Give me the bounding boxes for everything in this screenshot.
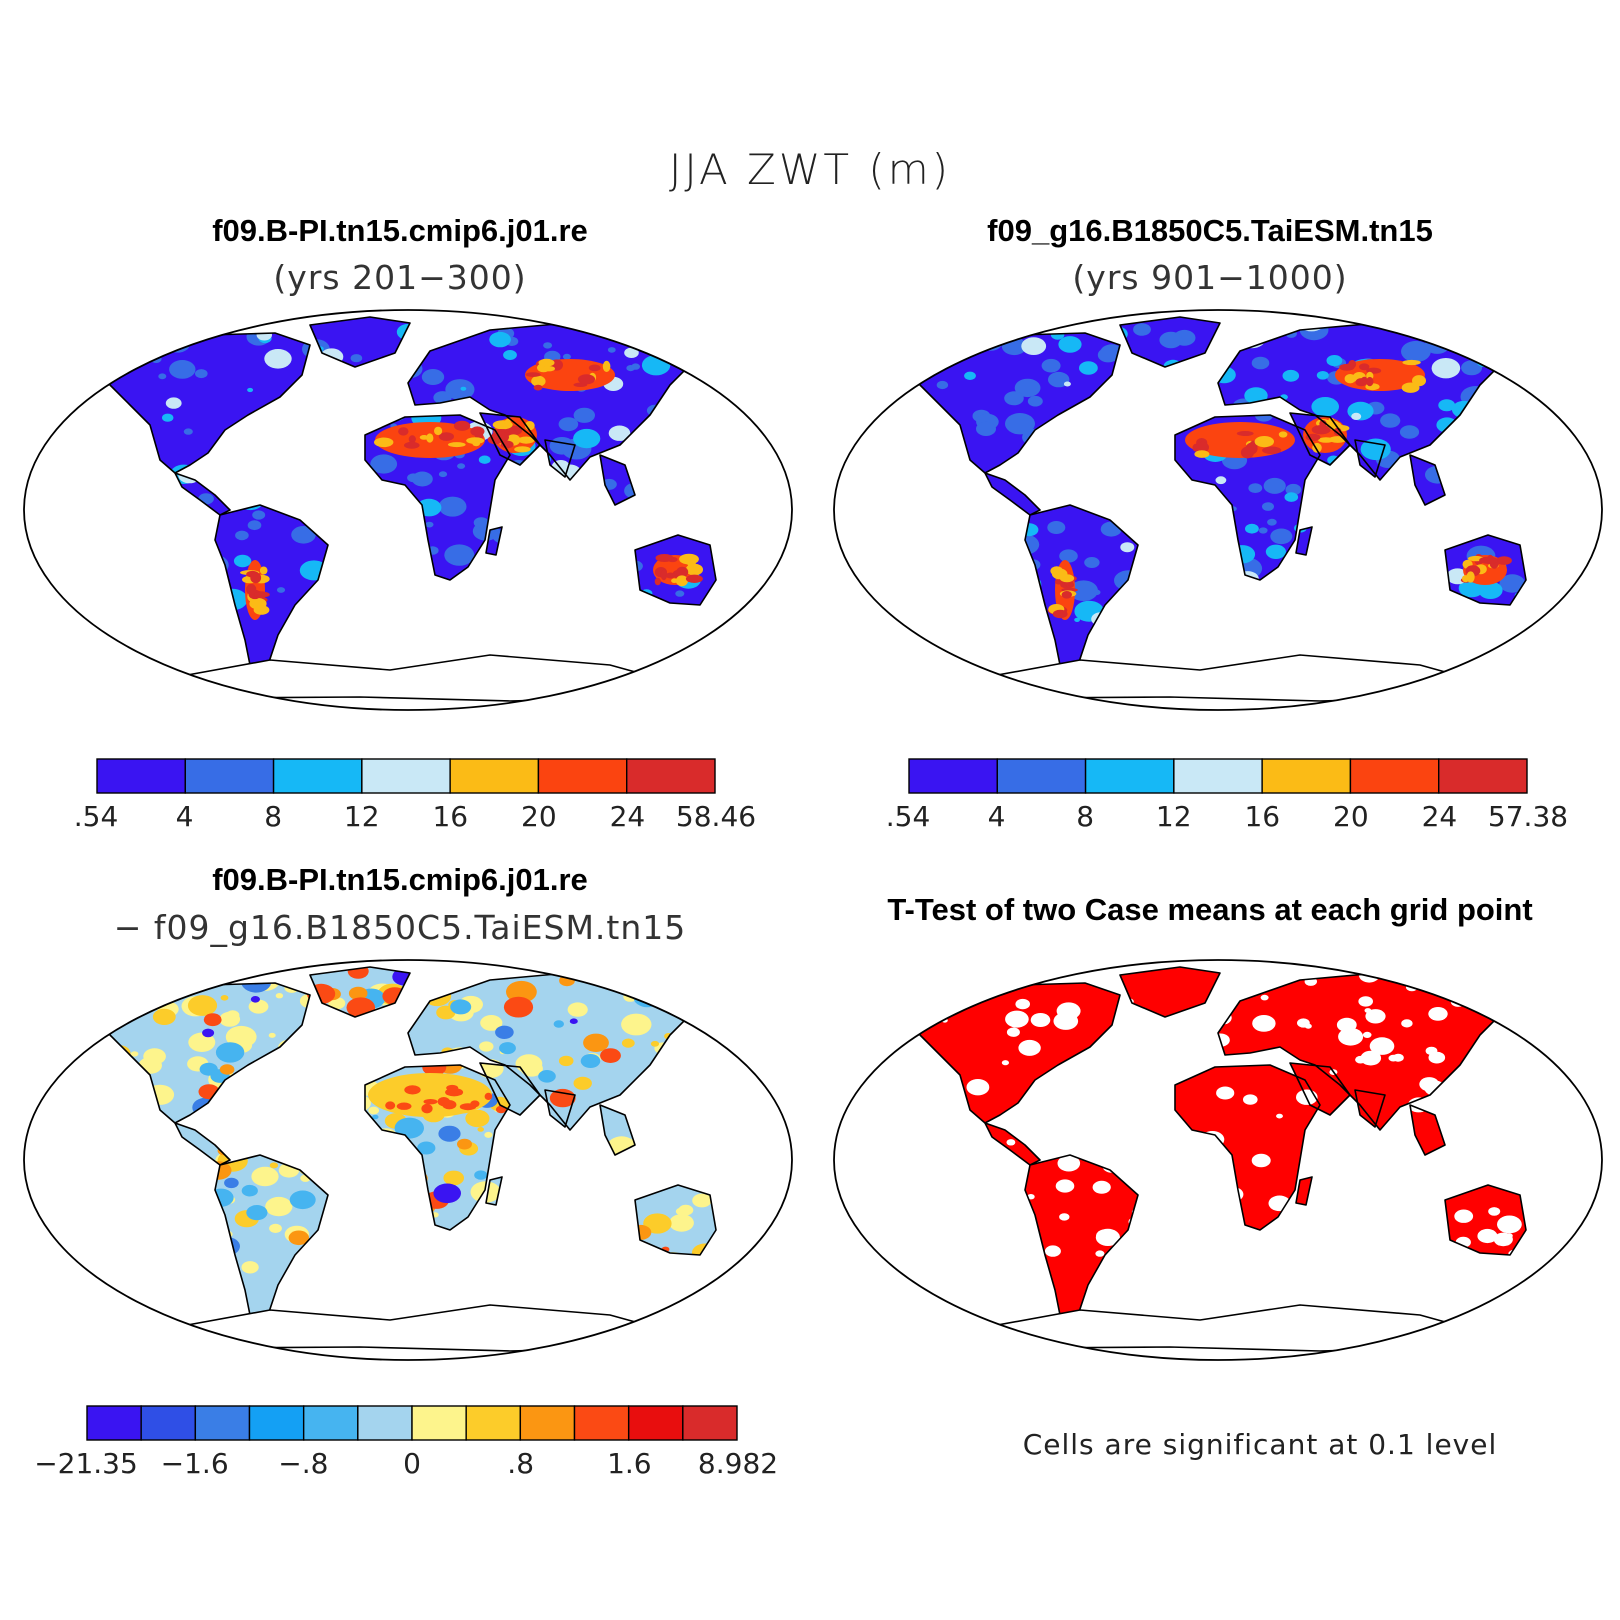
colorbar-tick-label: 12 [343,800,380,833]
colorbar-swatch [1173,758,1263,794]
colorbar-swatch [361,758,451,794]
colorbar-tick-label: 1.6 [607,1447,652,1480]
colorbar-tick-label: 16 [1244,800,1281,833]
colorbar-swatch [626,758,716,794]
panel2-subtitle: (yrs 901−1000) [1072,258,1348,297]
colorbar-swatch [411,1405,467,1441]
colorbar-swatch [184,758,275,794]
colorbar-swatch [519,1405,576,1441]
colorbar-tick-label: 20 [521,800,557,833]
colorbar-swatch [1349,758,1440,794]
panel1-subtitle: (yrs 201−300) [273,258,527,297]
panel4-title: T-Test of two Case means at each grid po… [887,892,1533,927]
colorbar-tick-label: .8 [507,1447,535,1480]
colorbar-swatch [1084,758,1175,794]
colorbar-tick-label: 24 [609,800,646,833]
map-panel-difference [23,959,793,1361]
colorbar-swatch [194,1405,251,1441]
colorbar-swatch [465,1405,522,1441]
colorbar-tick-label: 12 [1155,800,1192,833]
colorbar-swatch [272,758,363,794]
colorbar-tick-label: 20 [1333,800,1369,833]
map-frame [23,309,793,711]
colorbar-swatch [908,758,998,794]
panel2-title: f09_g16.B1850C5.TaiESM.tn15 [987,213,1433,248]
colorbar-tick-label: 0 [403,1447,421,1480]
colorbar-swatch [682,1405,738,1441]
colorbar-tick-label: 4 [987,800,1006,833]
colorbar-swatch [357,1405,413,1441]
map-frame [833,309,1603,711]
colorbar-case1 [96,758,716,794]
colorbar-swatch [248,1405,305,1441]
colorbar-tick-label: −.8 [278,1447,329,1480]
colorbar-swatch [573,1405,630,1441]
map-panel-case1 [23,309,793,711]
colorbar-difference-ticks: −21.35 −1.6 −.8 0 .8 1.6 8.982 [34,1447,778,1487]
colorbar-swatch [302,1405,359,1441]
colorbar-tick-label: 8 [264,800,283,833]
colorbar-difference [86,1405,738,1441]
colorbar-tick-label: 57.38 [1487,800,1569,833]
colorbar-tick-label: .54 [885,800,931,833]
colorbar-swatch [86,1405,142,1441]
colorbar-swatch [449,758,540,794]
panel3-subtitle: − f09_g16.B1850C5.TaiESM.tn15 [113,908,687,947]
colorbar-swatch [1438,758,1528,794]
colorbar-case2-ticks: .54 4 8 12 16 20 24 57.38 [886,800,1568,840]
colorbar-tick-label: .54 [73,800,119,833]
figure-title: JJA ZWT (m) [668,145,952,194]
colorbar-swatch [996,758,1087,794]
colorbar-tick-label: −21.35 [34,1447,138,1480]
colorbar-tick-label: 24 [1421,800,1458,833]
colorbar-swatch [537,758,628,794]
map-panel-case2 [833,309,1603,711]
colorbar-swatch [1261,758,1352,794]
map-frame [833,959,1603,1361]
colorbar-swatch [627,1405,684,1441]
panel1-title: f09.B-PI.tn15.cmip6.j01.re [212,213,588,248]
colorbar-tick-label: 8.982 [697,1447,779,1480]
colorbar-tick-label: 8 [1076,800,1095,833]
map-panel-ttest [833,959,1603,1361]
colorbar-swatch [96,758,186,794]
significance-note: Cells are significant at 0.1 level [1022,1428,1498,1461]
colorbar-tick-label: −1.6 [160,1447,229,1480]
colorbar-case1-ticks: .54 4 8 12 16 20 24 58.46 [74,800,756,840]
panel3-title: f09.B-PI.tn15.cmip6.j01.re [212,862,588,897]
colorbar-tick-label: 16 [432,800,469,833]
colorbar-tick-label: 4 [175,800,194,833]
colorbar-tick-label: 58.46 [675,800,757,833]
colorbar-case2 [908,758,1528,794]
colorbar-swatch [140,1405,197,1441]
map-frame [23,959,793,1361]
